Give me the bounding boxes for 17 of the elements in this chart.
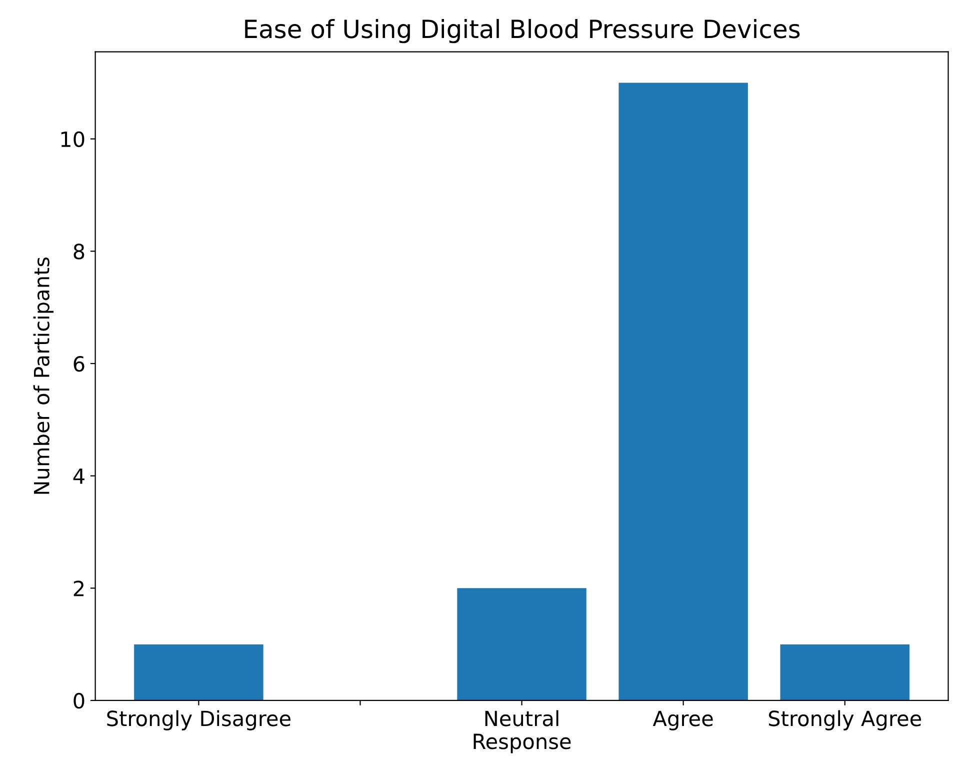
bar — [134, 644, 264, 700]
y-tick-label: 0 — [74, 692, 84, 709]
x-tick-label: Strongly Disagree — [107, 710, 290, 730]
y-tick-label: 8 — [74, 244, 84, 260]
chart-title: Ease of Using Digital Blood Pressure Devices — [245, 18, 800, 44]
y-tick-label: 6 — [74, 356, 84, 372]
bar — [618, 82, 748, 700]
x-tick-label: Neutral — [485, 710, 558, 726]
x-axis-title: Response — [474, 734, 571, 754]
x-tick-label: Strongly Agree — [768, 710, 922, 730]
y-tick-label: 10 — [61, 131, 84, 148]
x-tick-label: Agree — [652, 710, 713, 730]
y-tick-label: 2 — [74, 580, 84, 596]
bar — [780, 644, 910, 700]
bar — [457, 588, 586, 700]
y-axis-title: Number of Participants — [33, 257, 54, 494]
y-tick-label: 4 — [73, 468, 84, 484]
